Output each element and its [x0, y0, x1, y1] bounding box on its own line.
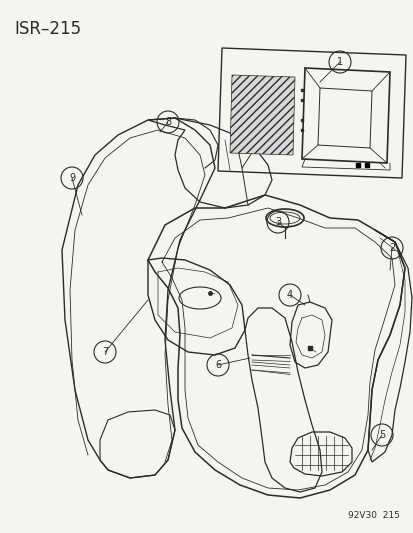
Text: 1: 1: [336, 57, 342, 67]
Text: 9: 9: [69, 173, 75, 183]
Text: 92V30  215: 92V30 215: [347, 511, 399, 520]
Polygon shape: [230, 75, 294, 155]
Text: 5: 5: [378, 430, 384, 440]
Text: 2: 2: [388, 243, 394, 253]
Text: 3: 3: [274, 217, 280, 227]
Text: 6: 6: [214, 360, 221, 370]
Text: ISR–215: ISR–215: [14, 20, 81, 38]
Text: 7: 7: [102, 347, 108, 357]
Text: 4: 4: [286, 290, 292, 300]
Text: 8: 8: [164, 117, 171, 127]
